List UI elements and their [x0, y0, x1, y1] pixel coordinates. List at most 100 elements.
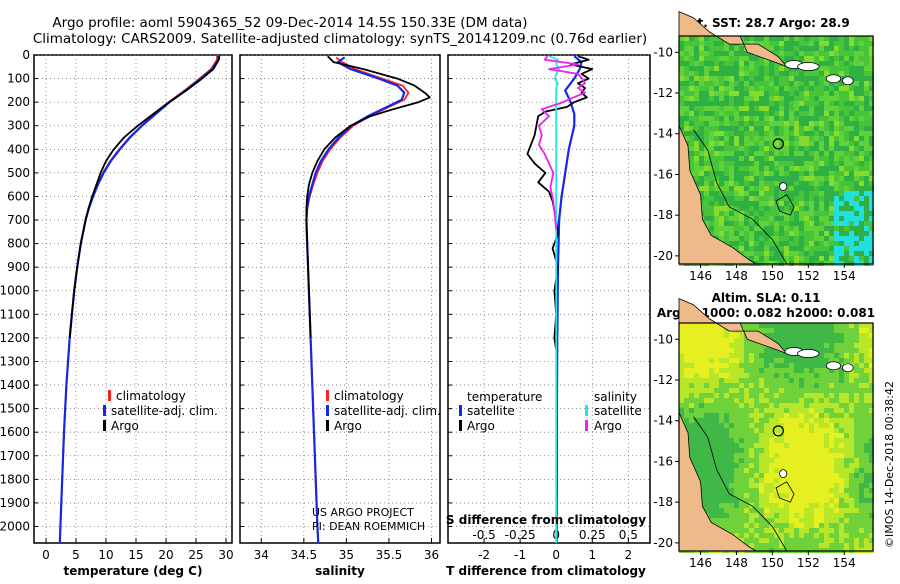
map-cell [724, 363, 729, 368]
map-cell [849, 458, 854, 463]
map-cell [719, 478, 724, 483]
map-cell [744, 81, 749, 86]
map-cell [799, 403, 804, 408]
map-cell [799, 156, 804, 161]
map-cell [744, 523, 749, 528]
map-cell [774, 518, 779, 523]
map-cell [699, 186, 704, 191]
map-cell [834, 251, 839, 256]
map-cell [824, 71, 829, 76]
map-cell [764, 358, 769, 363]
map-cell [859, 91, 864, 96]
map-cell [764, 106, 769, 111]
map-cell [814, 146, 819, 151]
map-cell [844, 161, 849, 166]
map-cell [839, 513, 844, 518]
map-cell [794, 503, 799, 508]
map-cell [714, 353, 719, 358]
map-cell [849, 151, 854, 156]
map-cell [804, 191, 809, 196]
map-cell [754, 483, 759, 488]
map-cell [859, 363, 864, 368]
map-cell [709, 171, 714, 176]
map-cell [814, 121, 819, 126]
map-cell [794, 513, 799, 518]
map-cell [789, 368, 794, 373]
map-cell [724, 126, 729, 131]
map-cell [834, 201, 839, 206]
map-cell [744, 41, 749, 46]
map-cell [844, 191, 849, 196]
map-cell [789, 338, 794, 343]
map-cell [739, 226, 744, 231]
map-cell [809, 161, 814, 166]
legend-satellite: satellite-adj. clim. [334, 404, 441, 418]
map-cell [679, 106, 684, 111]
map-cell [804, 468, 809, 473]
map-cell [799, 146, 804, 151]
map-cell [729, 61, 734, 66]
map-cell [689, 156, 694, 161]
map-cell [759, 176, 764, 181]
map-cell [779, 36, 784, 41]
map-cell [819, 483, 824, 488]
map-cell [829, 216, 834, 221]
map-cell [764, 136, 769, 141]
map-cell [714, 378, 719, 383]
map-cell [689, 106, 694, 111]
map-cell [849, 126, 854, 131]
map-cell [744, 156, 749, 161]
x-tick-label: 0 [42, 548, 50, 562]
map-cell [854, 146, 859, 151]
map-cell [814, 196, 819, 201]
map-cell [774, 231, 779, 236]
map-cell [709, 156, 714, 161]
map-cell [809, 221, 814, 226]
map-cell [724, 328, 729, 333]
map-cell [684, 36, 689, 41]
map-cell [784, 256, 789, 261]
map-cell [839, 428, 844, 433]
map-cell [839, 81, 844, 86]
map-cell [864, 81, 869, 86]
map-cell [689, 71, 694, 76]
map-cell [754, 56, 759, 61]
map-cell [779, 523, 784, 528]
map-cell [824, 121, 829, 126]
map-cell [829, 81, 834, 86]
map-cell [809, 91, 814, 96]
depth-tick-label: 1400 [0, 378, 30, 392]
map-cell [839, 503, 844, 508]
map-cell [859, 176, 864, 181]
map-cell [844, 523, 849, 528]
map-cell [839, 343, 844, 348]
map-cell [849, 101, 854, 106]
map-cell [689, 46, 694, 51]
map-cell [679, 41, 684, 46]
map-cell [814, 216, 819, 221]
map-cell [864, 418, 869, 423]
map-cell [834, 488, 839, 493]
map-cell [814, 56, 819, 61]
map-cell [729, 71, 734, 76]
map-cell [849, 343, 854, 348]
map-cell [804, 201, 809, 206]
map-cell [754, 96, 759, 101]
map-cell [844, 403, 849, 408]
map-cell [769, 171, 774, 176]
map-cell [864, 513, 869, 518]
map-cell [794, 443, 799, 448]
map-cell [684, 136, 689, 141]
map-cell [764, 393, 769, 398]
map-cell [819, 51, 824, 56]
map-cell [784, 206, 789, 211]
map-cell [704, 206, 709, 211]
map-cell [684, 393, 689, 398]
map-cell [839, 538, 844, 543]
map-cell [814, 328, 819, 333]
map-cell [774, 66, 779, 71]
map-cell [779, 333, 784, 338]
map-cell [809, 111, 814, 116]
map-cell [844, 131, 849, 136]
map-cell [774, 408, 779, 413]
